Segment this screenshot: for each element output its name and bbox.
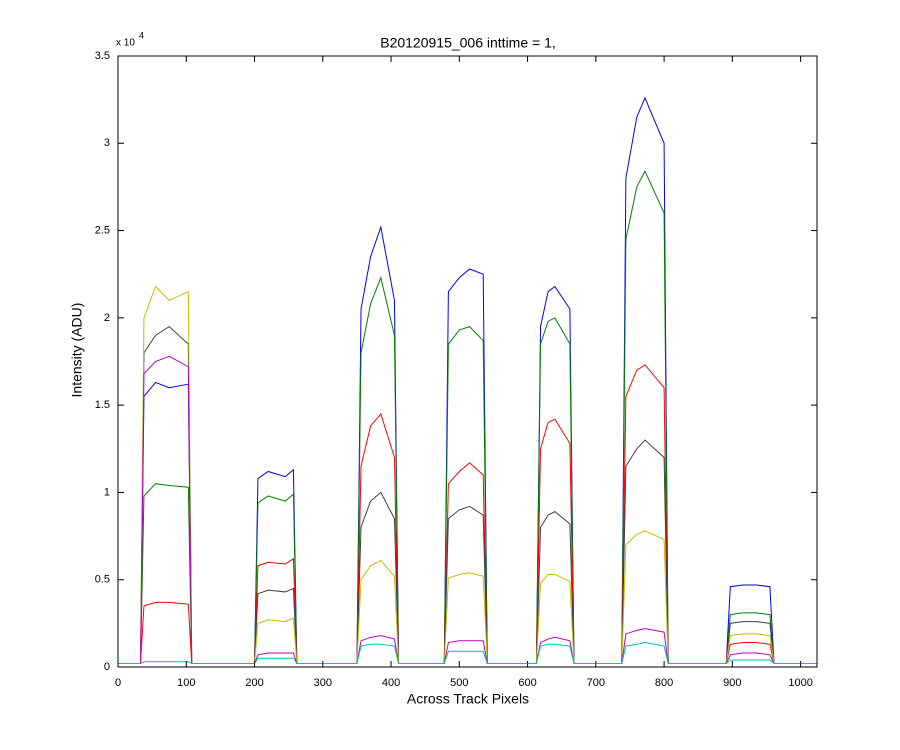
data-line [118, 642, 817, 665]
x-tick-label: 900 [723, 677, 741, 689]
y-tick-label: 2.5 [95, 224, 110, 236]
y-tick-label: 3.5 [95, 50, 110, 62]
y-tick-label: 0.5 [95, 574, 110, 586]
y-tick-label: 1 [104, 486, 110, 498]
x-tick-label: 800 [655, 677, 673, 689]
y-tick-label: 1.5 [95, 399, 110, 411]
data-line [118, 285, 817, 665]
y-multiplier-exponent: 4 [139, 30, 144, 40]
y-multiplier: x 10 [116, 38, 135, 49]
x-tick-label: 100 [177, 677, 195, 689]
x-tick-label: 700 [587, 677, 605, 689]
x-tick-label: 600 [518, 677, 536, 689]
x-tick-label: 200 [245, 677, 263, 689]
x-tick-label: 300 [314, 677, 332, 689]
y-tick-label: 3 [104, 137, 110, 149]
x-tick-label: 0 [115, 677, 121, 689]
x-tick-label: 400 [382, 677, 400, 689]
plot-frame [117, 55, 818, 668]
y-tick-label: 2 [104, 312, 110, 324]
chart-title: B20120915_006 inttime = 1, [380, 35, 556, 51]
x-tick-label: 500 [450, 677, 468, 689]
x-axis-label: Across Track Pixels [407, 691, 529, 707]
y-tick-label: 0 [104, 661, 110, 673]
y-axis-label: Intensity (ADU) [69, 303, 85, 398]
x-tick-label: 1000 [788, 677, 812, 689]
